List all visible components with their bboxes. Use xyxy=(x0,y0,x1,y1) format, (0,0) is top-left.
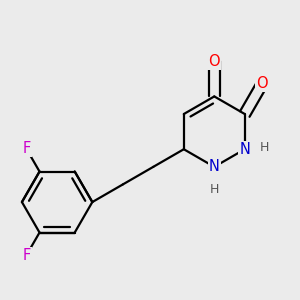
Text: H: H xyxy=(210,183,219,196)
Text: H: H xyxy=(260,141,269,154)
Text: F: F xyxy=(22,141,31,156)
Text: O: O xyxy=(208,54,220,69)
Text: N: N xyxy=(209,159,220,174)
Text: O: O xyxy=(256,76,268,91)
Text: F: F xyxy=(22,248,31,263)
Text: N: N xyxy=(239,142,250,157)
